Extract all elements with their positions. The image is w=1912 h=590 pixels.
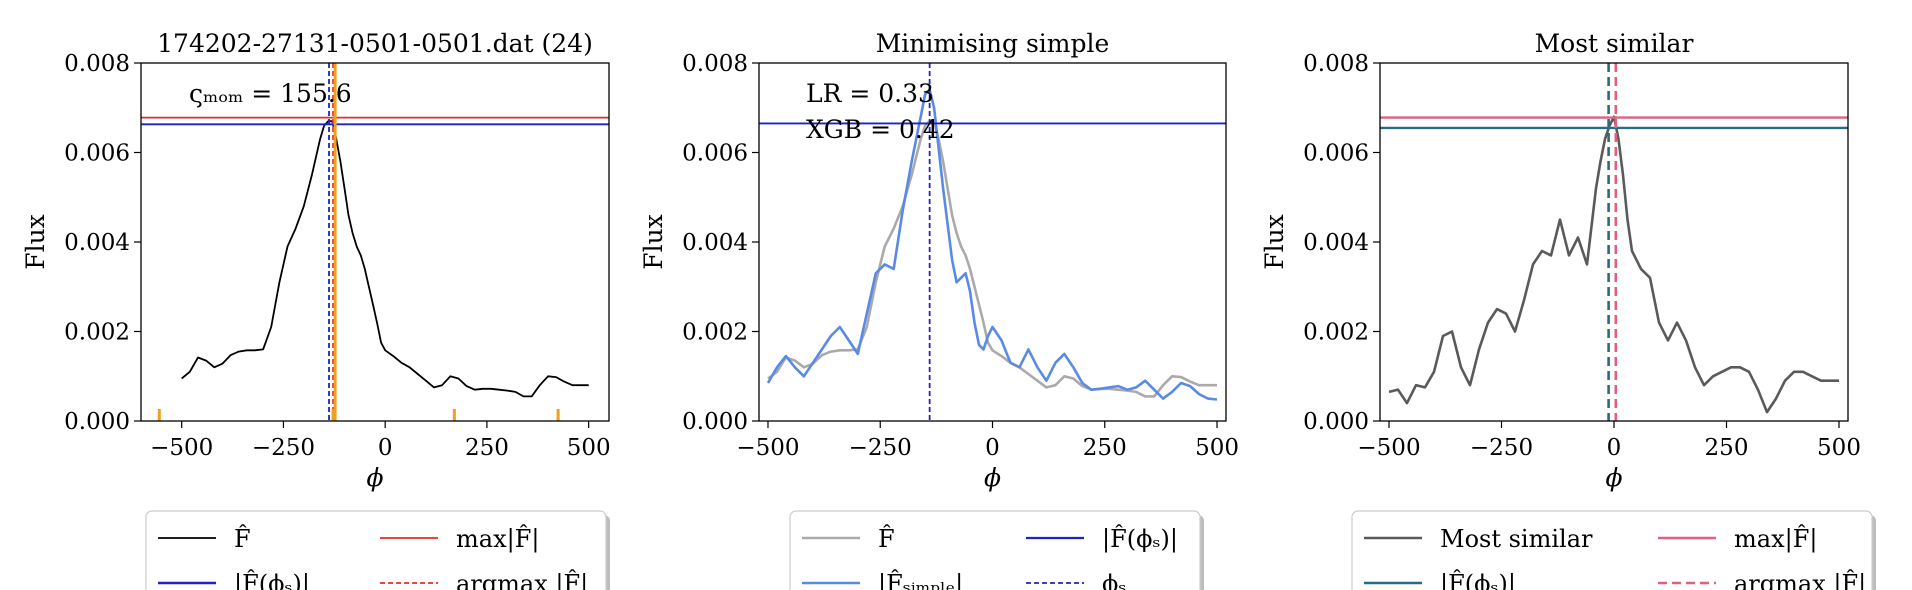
panel-2: −500 −250 0 250 500 0.000 0.002 0.004 0.006 0.008…: [639, 29, 1239, 590]
series-line-2: [766, 88, 1218, 401]
y-tick-label: 0.008: [682, 51, 748, 77]
series-line-1: [181, 120, 589, 398]
x-tick-label: −500: [150, 435, 213, 461]
x-tick-label: 0: [985, 435, 1000, 461]
legend-label: Most similar: [1440, 525, 1593, 553]
x-axis-label: ϕ: [984, 463, 1001, 492]
y-tick-label: 0.002: [682, 320, 748, 346]
annotation-1: LR = 0.33: [806, 79, 934, 108]
legend-label: |F̂ₛᵢₘₚₗₑ|: [878, 570, 963, 590]
y-tick-label: 0.004: [682, 230, 748, 256]
x-tick-label: −500: [736, 435, 799, 461]
x-tick-label: 500: [1817, 435, 1861, 461]
legend-label: argmax |F̂|: [456, 570, 588, 590]
legend-box: [789, 510, 1201, 590]
x-tick-label: 0: [378, 435, 393, 461]
y-axis-label: Flux: [639, 214, 668, 270]
chart-title: Most similar: [1535, 29, 1694, 58]
legend-label: |F̂(ϕₛ)|: [1102, 525, 1178, 554]
chart-title: 174202-27131-0501-0501.dat (24): [157, 29, 593, 58]
legend-label: F̂: [878, 525, 895, 553]
plot-area: [141, 63, 609, 421]
x-tick-label: 0: [1607, 435, 1622, 461]
y-tick-label: 0.000: [1303, 409, 1369, 435]
legend-label: ϕₛ: [1102, 570, 1126, 590]
y-axis-label: Flux: [21, 214, 50, 270]
x-axis-label: ϕ: [1605, 463, 1622, 492]
legend-label: |F̂(ϕₛ)|: [234, 570, 310, 590]
legend-box: [1351, 510, 1873, 590]
series-line-1: [767, 119, 1217, 398]
y-tick-label: 0.002: [64, 320, 130, 346]
y-tick-label: 0.002: [1303, 320, 1369, 346]
y-axis-label: Flux: [1260, 214, 1289, 270]
annotation-2: XGB = 0.42: [806, 115, 955, 144]
y-tick-label: 0.006: [1303, 141, 1369, 167]
chart-title: Minimising simple: [876, 29, 1110, 58]
x-tick-label: −250: [252, 435, 315, 461]
legend-label: |F̂(ϕₛ)|: [1440, 570, 1516, 590]
y-tick-label: 0.008: [1303, 51, 1369, 77]
legend-label: max|F̂|: [1734, 525, 1817, 554]
y-tick-label: 0.008: [64, 51, 130, 77]
x-tick-label: 250: [1083, 435, 1127, 461]
panel-1: −500 −250 0 250 500 0.000 0.002 0.004 0.006 0.008…: [21, 29, 611, 590]
x-tick-label: −250: [1470, 435, 1533, 461]
x-axis-label: ϕ: [366, 463, 383, 492]
x-tick-label: 250: [1705, 435, 1749, 461]
x-tick-label: 500: [567, 435, 611, 461]
y-tick-label: 0.000: [682, 409, 748, 435]
series-line-1: [1388, 115, 1839, 414]
x-tick-label: 500: [1195, 435, 1239, 461]
plot-area: [1380, 63, 1848, 421]
x-tick-label: 250: [465, 435, 509, 461]
y-tick-label: 0.004: [64, 230, 130, 256]
y-tick-label: 0.006: [64, 141, 130, 167]
legend-label: max|F̂|: [456, 525, 539, 554]
x-tick-label: −250: [849, 435, 912, 461]
legend-label: argmax |F̂|: [1734, 570, 1866, 590]
panel-3: −500 −250 0 250 500 0.000 0.002 0.004 0.006 0.008…: [1260, 29, 1876, 590]
legend-label: F̂: [234, 525, 251, 553]
y-tick-label: 0.004: [1303, 230, 1369, 256]
legend-box: [145, 510, 607, 590]
plot-area: [759, 63, 1226, 421]
y-tick-label: 0.000: [64, 409, 130, 435]
y-tick-label: 0.006: [682, 141, 748, 167]
annotation-1: ςₘₒₘ = 155.6: [189, 79, 352, 108]
x-tick-label: −500: [1357, 435, 1420, 461]
